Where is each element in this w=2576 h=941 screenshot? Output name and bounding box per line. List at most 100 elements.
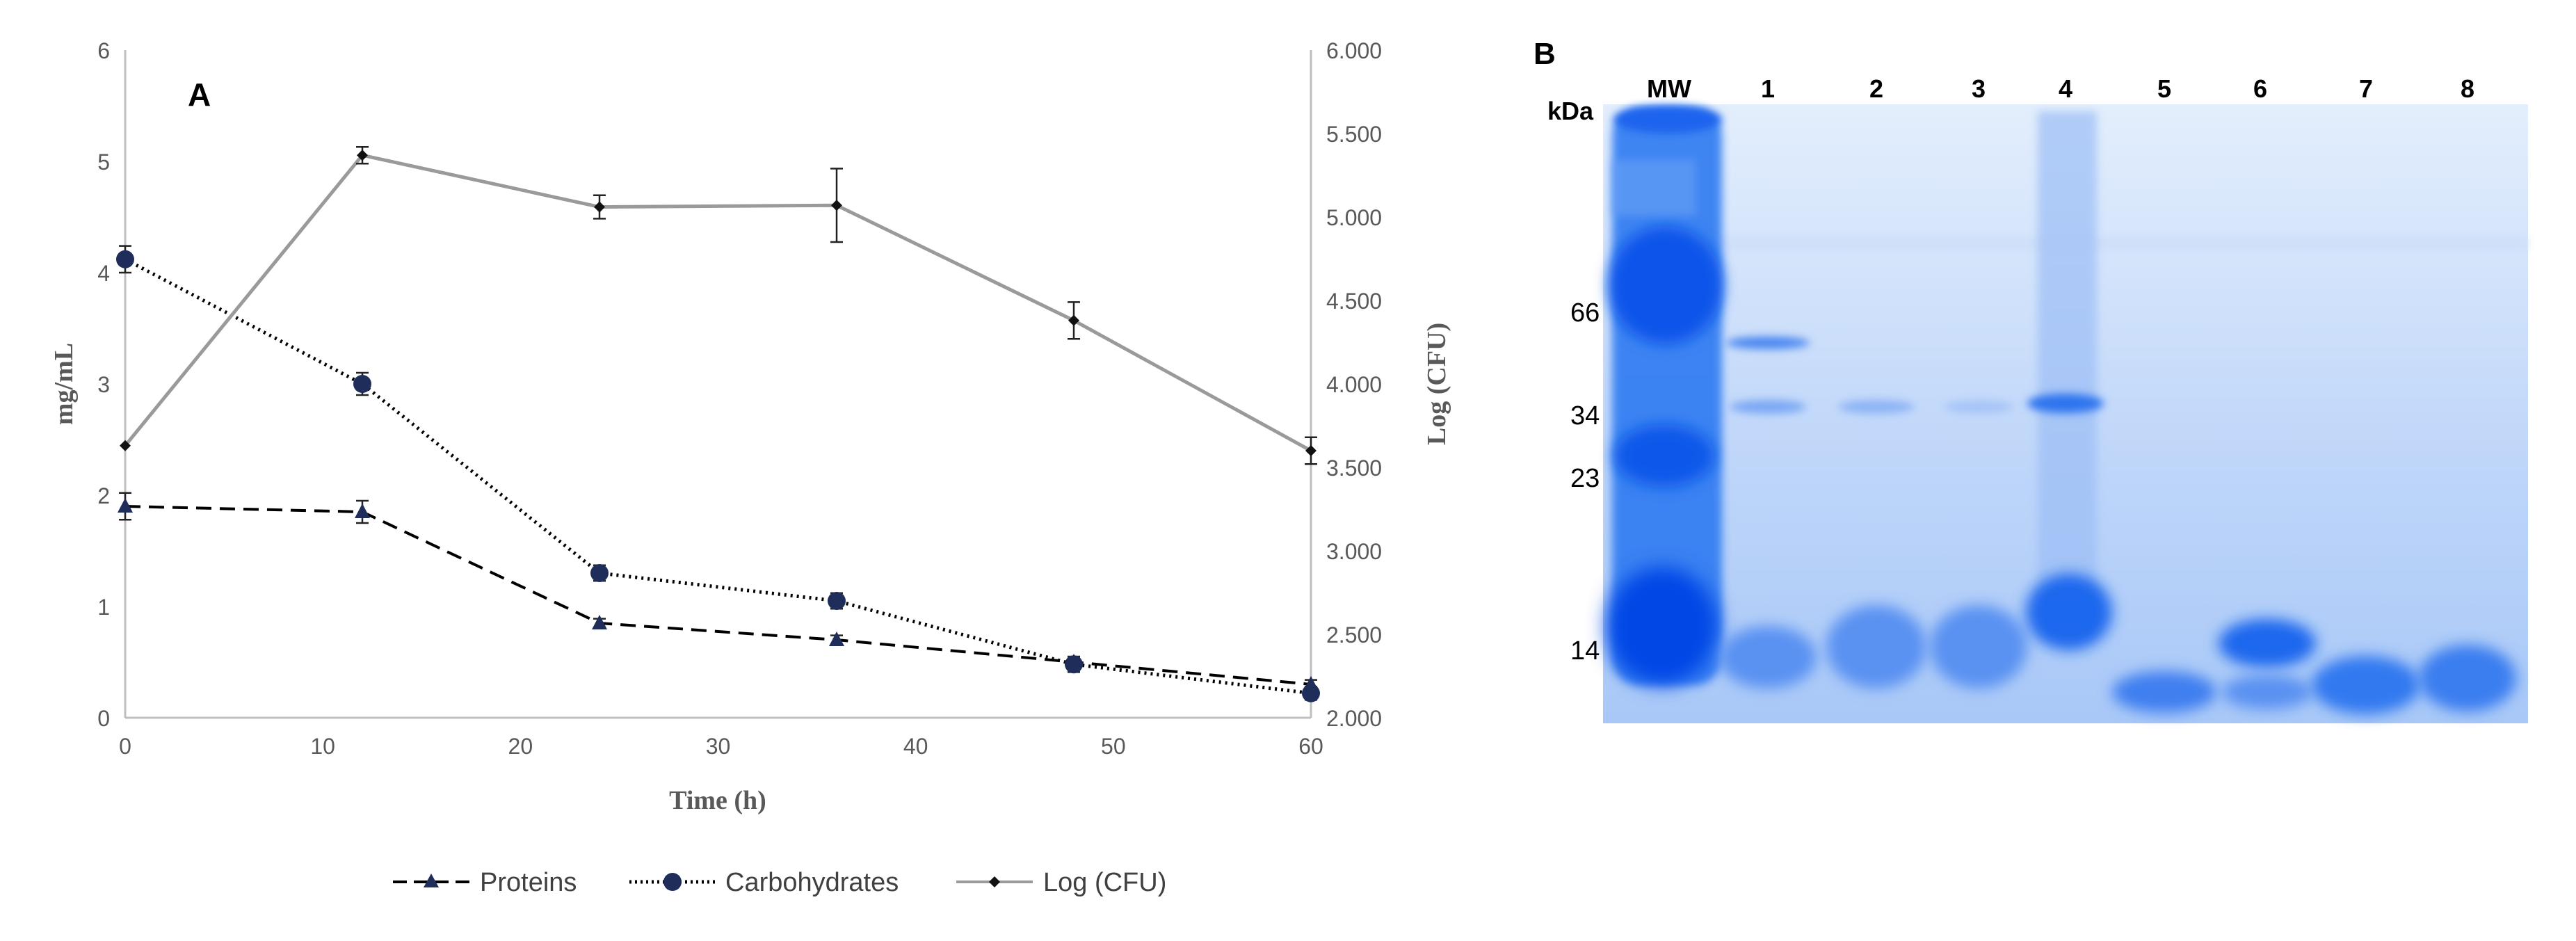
lane-1-band-66 <box>1726 337 1810 349</box>
left-y-tick-labels: 0 1 2 3 4 5 6 <box>97 38 110 731</box>
lane-4-smear <box>2038 111 2097 640</box>
lane-label-2: 2 <box>1869 74 1883 103</box>
data-point-proteins <box>118 498 133 513</box>
panel-b-label: B <box>1533 37 1556 71</box>
x-tick-label: 20 <box>508 734 533 759</box>
mw-band-66 <box>1609 226 1723 344</box>
chart-series <box>116 145 1320 702</box>
left-y-tick-label: 0 <box>97 706 110 731</box>
lane-label-3: 3 <box>1972 74 1986 103</box>
legend-log-cfu-marker <box>989 876 1000 887</box>
marker-34: 34 <box>1570 401 1600 431</box>
lane-5-band-low <box>2112 671 2216 713</box>
x-tick-label: 50 <box>1101 734 1126 759</box>
marker-14: 14 <box>1570 636 1600 666</box>
lane-6-band-low <box>2219 619 2316 668</box>
data-point-log-cfu <box>120 440 131 451</box>
data-point-proteins <box>355 504 370 518</box>
lane-5 <box>2112 671 2216 713</box>
lane-4 <box>2026 111 2112 650</box>
marker-66: 66 <box>1570 298 1600 328</box>
data-point-carbohydrates <box>353 375 371 393</box>
lane-4-band-low <box>2026 574 2112 650</box>
series-proteins <box>118 492 1319 691</box>
lane-6 <box>2219 619 2316 709</box>
lane-label-mw: MW <box>1647 74 1691 103</box>
lane-label-6: 6 <box>2253 74 2267 103</box>
left-y-axis-title: mg/mL <box>49 343 79 425</box>
lane-7-band-low <box>2312 656 2420 714</box>
data-point-carbohydrates <box>116 250 134 268</box>
data-point-log-cfu <box>1068 314 1079 326</box>
right-y-tick-label: 3.000 <box>1326 539 1382 564</box>
legend-carbohydrates-marker <box>663 873 682 891</box>
legend-item-carbohydrates: Carbohydrates <box>629 868 899 897</box>
data-point-carbohydrates <box>1065 655 1083 674</box>
right-y-tick-label: 5.500 <box>1326 122 1382 147</box>
data-point-carbohydrates <box>828 592 846 610</box>
lane-1 <box>1719 337 1817 689</box>
lane-8 <box>2419 645 2516 711</box>
series-line-carbohydrates <box>124 257 1312 695</box>
lane-3-band-34 <box>1944 401 2013 413</box>
lane-1-band-34 <box>1730 400 1806 414</box>
left-y-tick-label: 5 <box>97 150 110 175</box>
lane-label-5: 5 <box>2157 74 2171 103</box>
lane-3-band-low <box>1930 605 2027 689</box>
chart-legend: Proteins Carbohydrates Log (CFU) <box>393 868 1166 897</box>
right-y-axis-title: Log (CFU) <box>1422 323 1451 445</box>
panel-a-chart: A 0 1 2 3 4 5 6 2.000 2.500 3.000 3.500 4.000 4.500… <box>49 38 1451 897</box>
mw-band-14 <box>1607 567 1718 685</box>
legend-proteins-marker <box>424 874 439 887</box>
data-point-log-cfu <box>594 201 605 213</box>
lane-3 <box>1930 401 2027 689</box>
panel-a-label: A <box>188 77 211 113</box>
series-line-log-cfu <box>124 153 1312 453</box>
data-point-log-cfu <box>831 200 842 211</box>
left-y-tick-label: 3 <box>97 372 110 397</box>
right-y-tick-label: 3.500 <box>1326 456 1382 481</box>
data-point-proteins <box>829 632 844 646</box>
left-y-tick-label: 2 <box>97 483 110 508</box>
right-y-tick-label: 5.000 <box>1326 205 1382 230</box>
data-point-log-cfu <box>1305 445 1317 456</box>
data-point-log-cfu <box>357 150 368 161</box>
mw-ladder-lane <box>1607 106 1723 685</box>
panel-b-gel: B kDa MW 1 2 3 4 5 6 7 8 66 34 23 14 <box>1533 37 2528 723</box>
lane-4-band-34 <box>2027 394 2104 413</box>
lane-6-band-bottom <box>2222 675 2312 709</box>
left-y-tick-label: 6 <box>97 38 110 63</box>
lane-label-8: 8 <box>2461 74 2474 103</box>
left-y-tick-label: 1 <box>97 595 110 620</box>
data-point-proteins <box>592 615 607 629</box>
left-y-tick-label: 4 <box>97 261 110 286</box>
right-y-tick-label: 6.000 <box>1326 38 1382 63</box>
lane-2 <box>1826 400 1926 689</box>
right-y-tick-label: 4.500 <box>1326 289 1382 314</box>
legend-item-proteins: Proteins <box>393 868 577 897</box>
mw-band-34-23 <box>1614 424 1714 487</box>
lane-8-band-low <box>2419 645 2516 711</box>
legend-carbohydrates-label: Carbohydrates <box>725 868 899 897</box>
mw-band-top <box>1613 106 1722 134</box>
x-tick-label: 0 <box>119 734 131 759</box>
lane-2-band-34 <box>1838 400 1915 414</box>
right-y-tick-label: 4.000 <box>1326 372 1382 397</box>
lane-7 <box>2312 656 2420 714</box>
lane-2-band-low <box>1826 605 1926 689</box>
x-tick-labels: 0 10 20 30 40 50 60 <box>119 734 1323 759</box>
gel-upper-band-region <box>1704 236 2528 250</box>
legend-log-cfu-label: Log (CFU) <box>1043 868 1166 897</box>
right-y-tick-label: 2.500 <box>1326 622 1382 648</box>
marker-23: 23 <box>1570 464 1600 493</box>
data-point-carbohydrates <box>1302 684 1320 702</box>
data-point-carbohydrates <box>590 564 609 582</box>
x-axis-title: Time (h) <box>669 786 766 815</box>
lane-label-7: 7 <box>2359 74 2373 103</box>
gel-unit-label: kDa <box>1547 97 1594 125</box>
lane-1-band-low <box>1719 626 1817 689</box>
right-y-tick-label: 2.000 <box>1326 706 1382 731</box>
x-tick-label: 40 <box>903 734 928 759</box>
right-y-tick-labels: 2.000 2.500 3.000 3.500 4.000 4.500 5.000 5.500… <box>1326 38 1382 731</box>
